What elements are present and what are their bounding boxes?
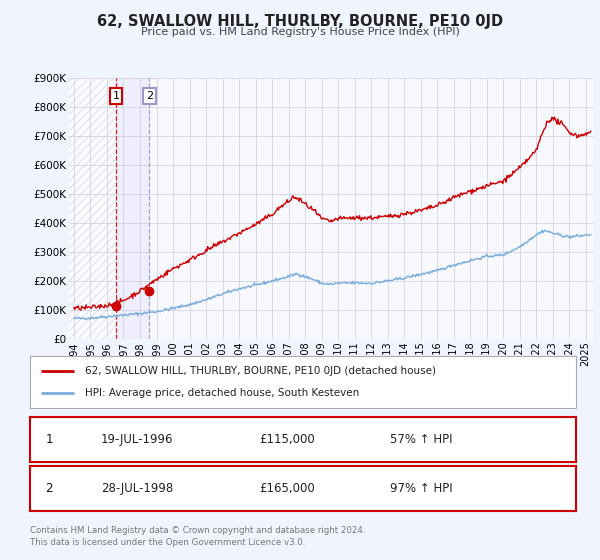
Text: 1: 1 — [46, 433, 53, 446]
Text: 28-JUL-1998: 28-JUL-1998 — [101, 482, 173, 495]
Bar — [116, 78, 149, 339]
Text: Contains HM Land Registry data © Crown copyright and database right 2024.: Contains HM Land Registry data © Crown c… — [30, 526, 365, 535]
Text: 2: 2 — [46, 482, 53, 495]
Text: This data is licensed under the Open Government Licence v3.0.: This data is licensed under the Open Gov… — [30, 538, 305, 547]
Text: £165,000: £165,000 — [259, 482, 315, 495]
Text: 57% ↑ HPI: 57% ↑ HPI — [391, 433, 453, 446]
Bar — [69, 78, 116, 339]
Text: Price paid vs. HM Land Registry's House Price Index (HPI): Price paid vs. HM Land Registry's House … — [140, 27, 460, 37]
Text: 1: 1 — [112, 91, 119, 101]
Text: 97% ↑ HPI: 97% ↑ HPI — [391, 482, 453, 495]
Text: £115,000: £115,000 — [259, 433, 315, 446]
Text: 62, SWALLOW HILL, THURLBY, BOURNE, PE10 0JD (detached house): 62, SWALLOW HILL, THURLBY, BOURNE, PE10 … — [85, 366, 436, 376]
Text: 2: 2 — [146, 91, 153, 101]
Text: 62, SWALLOW HILL, THURLBY, BOURNE, PE10 0JD: 62, SWALLOW HILL, THURLBY, BOURNE, PE10 … — [97, 14, 503, 29]
Text: 19-JUL-1996: 19-JUL-1996 — [101, 433, 173, 446]
Text: HPI: Average price, detached house, South Kesteven: HPI: Average price, detached house, Sout… — [85, 388, 359, 398]
